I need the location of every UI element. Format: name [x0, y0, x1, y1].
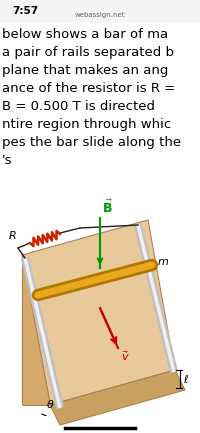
- Text: B = 0.500 T is directed: B = 0.500 T is directed: [2, 100, 155, 113]
- Text: 7:57: 7:57: [12, 6, 38, 16]
- Polygon shape: [22, 220, 175, 405]
- Text: pes the bar slide along the: pes the bar slide along the: [2, 136, 181, 149]
- Text: ance of the resistor is R =: ance of the resistor is R =: [2, 82, 175, 95]
- Polygon shape: [50, 370, 185, 425]
- Text: $\ell$: $\ell$: [183, 373, 189, 385]
- Text: below shows a bar of ma: below shows a bar of ma: [2, 28, 168, 41]
- Text: ntire region through whic: ntire region through whic: [2, 118, 171, 131]
- Text: plane that makes an ang: plane that makes an ang: [2, 64, 168, 77]
- Text: R: R: [8, 231, 16, 241]
- Text: $\vec{\mathbf{B}}$: $\vec{\mathbf{B}}$: [102, 199, 113, 216]
- Text: m: m: [158, 257, 169, 267]
- Text: $\theta$: $\theta$: [46, 398, 54, 410]
- Text: $\vec{v}$: $\vec{v}$: [121, 349, 130, 363]
- Text: 's: 's: [2, 154, 12, 167]
- Text: a pair of rails separated b: a pair of rails separated b: [2, 46, 174, 59]
- Polygon shape: [22, 255, 50, 405]
- Text: webassign.net: webassign.net: [75, 12, 125, 18]
